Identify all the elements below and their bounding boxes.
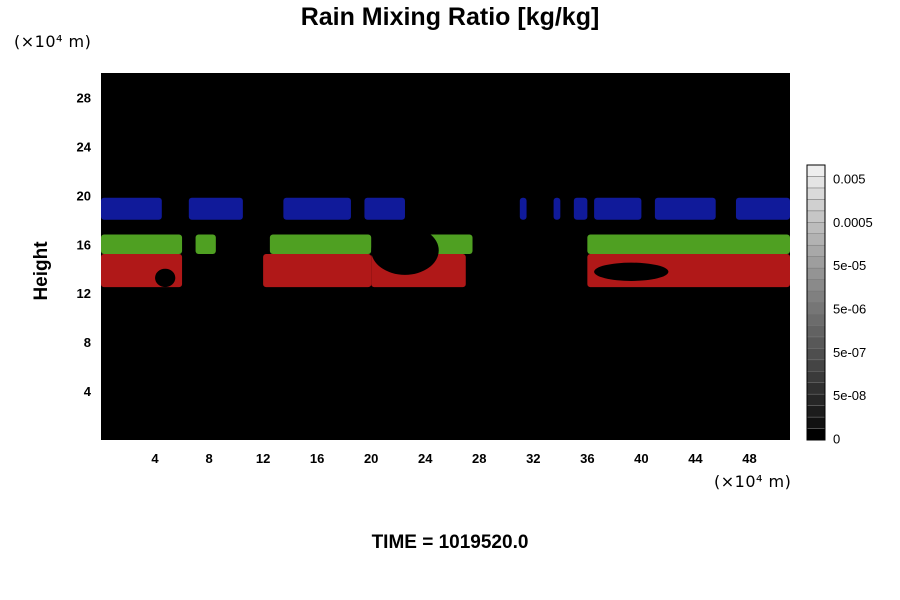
band-1-segment-1: [195, 234, 216, 255]
colorbar-swatch-19: [806, 210, 826, 223]
y-tick-label-1: 8: [84, 335, 91, 350]
y-axis-unit: (×10⁴ m): [14, 32, 92, 51]
colorbar-swatch-4: [806, 382, 826, 395]
colorbar-swatch-21: [806, 187, 826, 200]
band-1-segment-2: [269, 234, 372, 255]
x-tick-label-6: 28: [472, 451, 486, 466]
colorbar-swatch-5: [806, 371, 826, 383]
colorbar-swatch-6: [806, 359, 826, 372]
dark-patch-0: [371, 225, 439, 275]
colorbar-swatch-20: [806, 199, 826, 212]
band-0-segment-7: [594, 197, 642, 220]
x-tick-label-10: 44: [688, 451, 703, 466]
time-label: TIME = 1019520.0: [371, 532, 529, 553]
colorbar-swatch-8: [806, 336, 826, 349]
x-tick-label-7: 32: [526, 451, 540, 466]
x-tick-label-1: 8: [205, 451, 212, 466]
colorbar-swatch-12: [806, 290, 826, 303]
x-tick-label-11: 48: [742, 451, 756, 466]
colorbar-swatch-9: [806, 325, 826, 338]
y-tick-label-5: 24: [77, 139, 92, 154]
band-0-segment-9: [735, 197, 790, 220]
colorbar: 0.005 0.0005 5e-05 5e-06 5e-07 5e-08 0: [806, 164, 873, 447]
band-0-segment-8: [654, 197, 716, 220]
colorbar-swatch-7: [806, 348, 826, 361]
x-tick-label-9: 40: [634, 451, 648, 466]
band-1-segment-0: [101, 234, 183, 255]
colorbar-swatch-11: [806, 302, 826, 315]
colorbar-swatch-22: [806, 176, 826, 189]
y-tick-label-2: 12: [77, 286, 91, 301]
colorbar-frame: [806, 164, 826, 441]
band-1-segment-4: [587, 234, 790, 255]
colorbar-swatch-16: [806, 244, 826, 257]
colorbar-label-0: 0.005: [833, 172, 866, 187]
band-0-segment-2: [283, 197, 351, 220]
y-tick-label-3: 16: [77, 237, 91, 252]
x-tick-label-2: 12: [256, 451, 270, 466]
x-tick-label-0: 4: [151, 451, 159, 466]
colorbar-swatch-0: [806, 428, 826, 441]
dark-patch-2: [594, 262, 669, 281]
colorbar-swatch-10: [806, 313, 826, 326]
x-tick-label-4: 20: [364, 451, 378, 466]
band-0-segment-4: [519, 197, 527, 220]
colorbar-swatch-1: [806, 416, 826, 429]
colorbar-swatch-17: [806, 233, 826, 246]
colorbar-swatch-13: [806, 279, 826, 292]
plot-area: [101, 73, 790, 440]
colorbar-swatch-23: [806, 164, 826, 177]
colorbar-label-5: 5e-08: [833, 388, 866, 403]
band-0-segment-3: [364, 197, 405, 220]
colorbar-swatch-15: [806, 256, 826, 269]
colorbar-swatch-14: [806, 267, 826, 280]
colorbar-label-6: 0: [833, 432, 840, 447]
x-tick-label-3: 16: [310, 451, 324, 466]
y-tick-label-6: 28: [77, 90, 91, 105]
band-0-segment-0: [101, 197, 162, 220]
x-axis-unit: (×10⁴ m): [714, 472, 792, 491]
band-0-segment-1: [188, 197, 243, 220]
chart-title: Rain Mixing Ratio [kg/kg]: [300, 3, 600, 31]
colorbar-label-2: 5e-05: [833, 258, 866, 273]
y-tick-label-0: 4: [84, 384, 92, 399]
colorbar-swatch-2: [806, 405, 826, 418]
dark-patch-1: [155, 268, 176, 288]
band-0-segment-6: [573, 197, 588, 220]
colorbar-label-1: 0.0005: [833, 215, 873, 230]
colorbar-swatch-3: [806, 393, 826, 406]
band-2-segment-1: [263, 254, 372, 288]
y-tick-label-4: 20: [77, 188, 91, 203]
colorbar-label-3: 5e-06: [833, 302, 866, 317]
band-0-segment-5: [553, 197, 561, 220]
x-tick-label-5: 24: [418, 451, 433, 466]
colorbar-swatch-18: [806, 222, 826, 235]
colorbar-label-4: 5e-07: [833, 345, 866, 360]
x-tick-label-8: 36: [580, 451, 594, 466]
